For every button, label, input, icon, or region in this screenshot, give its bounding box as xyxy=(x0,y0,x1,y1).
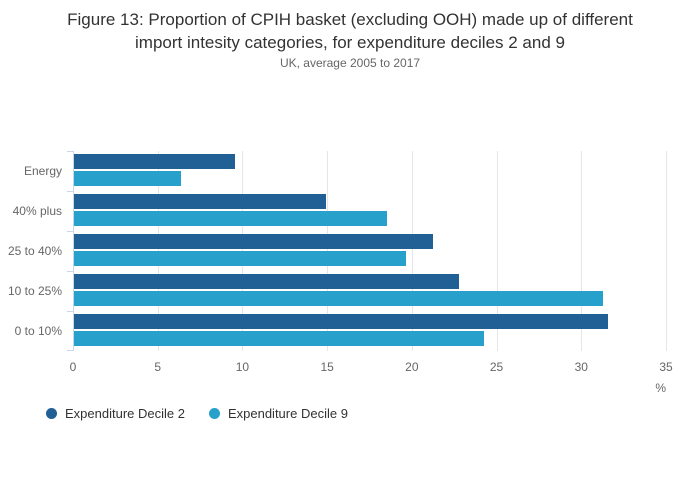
x-tick-label-25: 25 xyxy=(489,360,504,374)
legend-item-expenditure-decile-2[interactable]: Expenditure Decile 2 xyxy=(46,406,185,421)
gridline-20 xyxy=(411,151,413,351)
category-label-25-to-40: 25 to 40% xyxy=(7,244,62,258)
chart-title-line-2: import intesity categories, for expendit… xyxy=(135,33,565,52)
category-axis-tick xyxy=(67,350,73,351)
bar-expenditure-decile-9-25-to-40[interactable] xyxy=(74,250,407,266)
value-axis-unit-label: % xyxy=(655,381,666,395)
category-label-energy: Energy xyxy=(23,164,62,178)
chart-title-line-1: Figure 13: Proportion of CPIH basket (ex… xyxy=(67,10,633,29)
legend: Expenditure Decile 2 Expenditure Decile 9 xyxy=(46,406,348,421)
x-tick-label-30: 30 xyxy=(574,360,588,374)
category-label-40-plus: 40% plus xyxy=(12,204,62,218)
x-tick-label-0: 0 xyxy=(69,360,77,374)
x-tick-label-15: 15 xyxy=(320,360,334,374)
bar-expenditure-decile-2-25-to-40[interactable] xyxy=(74,233,434,249)
bar-expenditure-decile-2-40-plus[interactable] xyxy=(74,193,327,209)
x-tick-label-5: 5 xyxy=(154,360,162,374)
chart-subtitle: UK, average 2005 to 2017 xyxy=(279,56,421,70)
category-axis-tick xyxy=(67,271,73,272)
chart-title: Figure 13: Proportion of CPIH basket (ex… xyxy=(0,8,700,54)
legend-dot-icon xyxy=(208,408,220,419)
bar-expenditure-decile-9-0-to-10[interactable] xyxy=(74,330,485,346)
gridline-25 xyxy=(496,151,498,351)
x-tick-label-35: 35 xyxy=(659,360,673,374)
category-axis-tick xyxy=(67,311,73,312)
legend-item-expenditure-decile-9[interactable]: Expenditure Decile 9 xyxy=(208,406,348,421)
bar-expenditure-decile-2-energy[interactable] xyxy=(74,153,235,169)
category-axis-tick xyxy=(67,191,73,192)
x-tick-label-10: 10 xyxy=(235,360,250,374)
bar-expenditure-decile-2-10-to-25[interactable] xyxy=(74,273,459,289)
legend-label: Expenditure Decile 9 xyxy=(227,406,348,421)
category-label-0-to-10: 0 to 10% xyxy=(14,324,62,338)
bar-expenditure-decile-9-10-to-25[interactable] xyxy=(74,290,603,306)
category-axis-labels: Energy 40% plus 25 to 40% 10 to 25% 0 to 10% xyxy=(0,151,62,351)
bar-expenditure-decile-2-0-to-10[interactable] xyxy=(74,313,608,329)
category-label-10-to-25: 10 to 25% xyxy=(7,284,62,298)
bar-expenditure-decile-9-energy[interactable] xyxy=(74,170,181,186)
bar-expenditure-decile-9-40-plus[interactable] xyxy=(74,210,388,226)
gridline-35 xyxy=(666,151,667,351)
category-axis-tick xyxy=(67,151,73,152)
plot-area xyxy=(67,151,667,351)
x-tick-label-20: 20 xyxy=(405,360,419,374)
legend-label: Expenditure Decile 2 xyxy=(65,406,185,421)
category-axis-tick xyxy=(67,231,73,232)
legend-dot-icon xyxy=(46,408,57,419)
gridline-30 xyxy=(581,151,583,351)
